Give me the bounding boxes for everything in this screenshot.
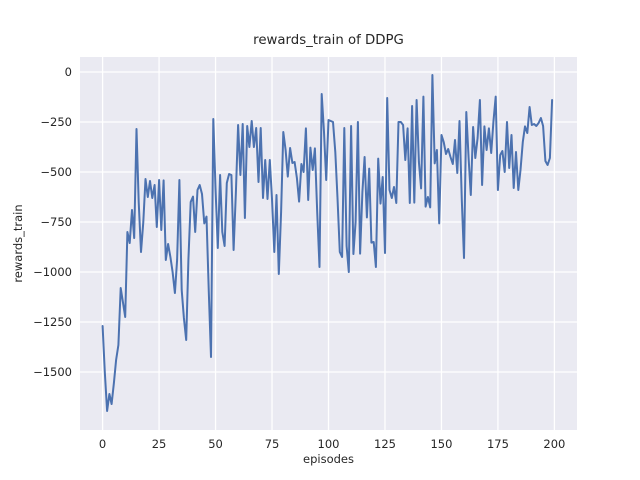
x-tick-label: 75 xyxy=(265,437,280,451)
y-tick-label: −1000 xyxy=(33,265,72,279)
x-tick-label: 0 xyxy=(99,437,106,451)
x-tick-label: 50 xyxy=(208,437,223,451)
y-tick-label: −250 xyxy=(40,115,72,129)
x-axis-label: episodes xyxy=(303,452,354,466)
series-line-rewards_train xyxy=(101,74,554,412)
y-tick-label: −750 xyxy=(40,215,72,229)
y-tick-label: −1250 xyxy=(33,315,72,329)
chart-title: rewards_train of DDPG xyxy=(253,33,404,48)
x-tick-label: 125 xyxy=(374,437,396,451)
x-tick-label: 200 xyxy=(543,437,565,451)
x-tick-label: 175 xyxy=(487,437,509,451)
x-tick-labels: 0 25 50 75 100 125 150 175 200 xyxy=(99,437,565,451)
y-axis-label: rewards_train xyxy=(11,204,25,282)
y-tick-labels: 0 −250 −500 −750 −1000 −1250 −1500 xyxy=(33,65,72,379)
series-lines xyxy=(101,74,554,412)
gridlines xyxy=(80,57,577,430)
y-tick-label: 0 xyxy=(65,65,72,79)
x-tick-label: 25 xyxy=(152,437,167,451)
y-tick-label: −1500 xyxy=(33,365,72,379)
y-tick-label: −500 xyxy=(40,165,72,179)
x-tick-label: 150 xyxy=(430,437,452,451)
x-tick-label: 100 xyxy=(318,437,340,451)
